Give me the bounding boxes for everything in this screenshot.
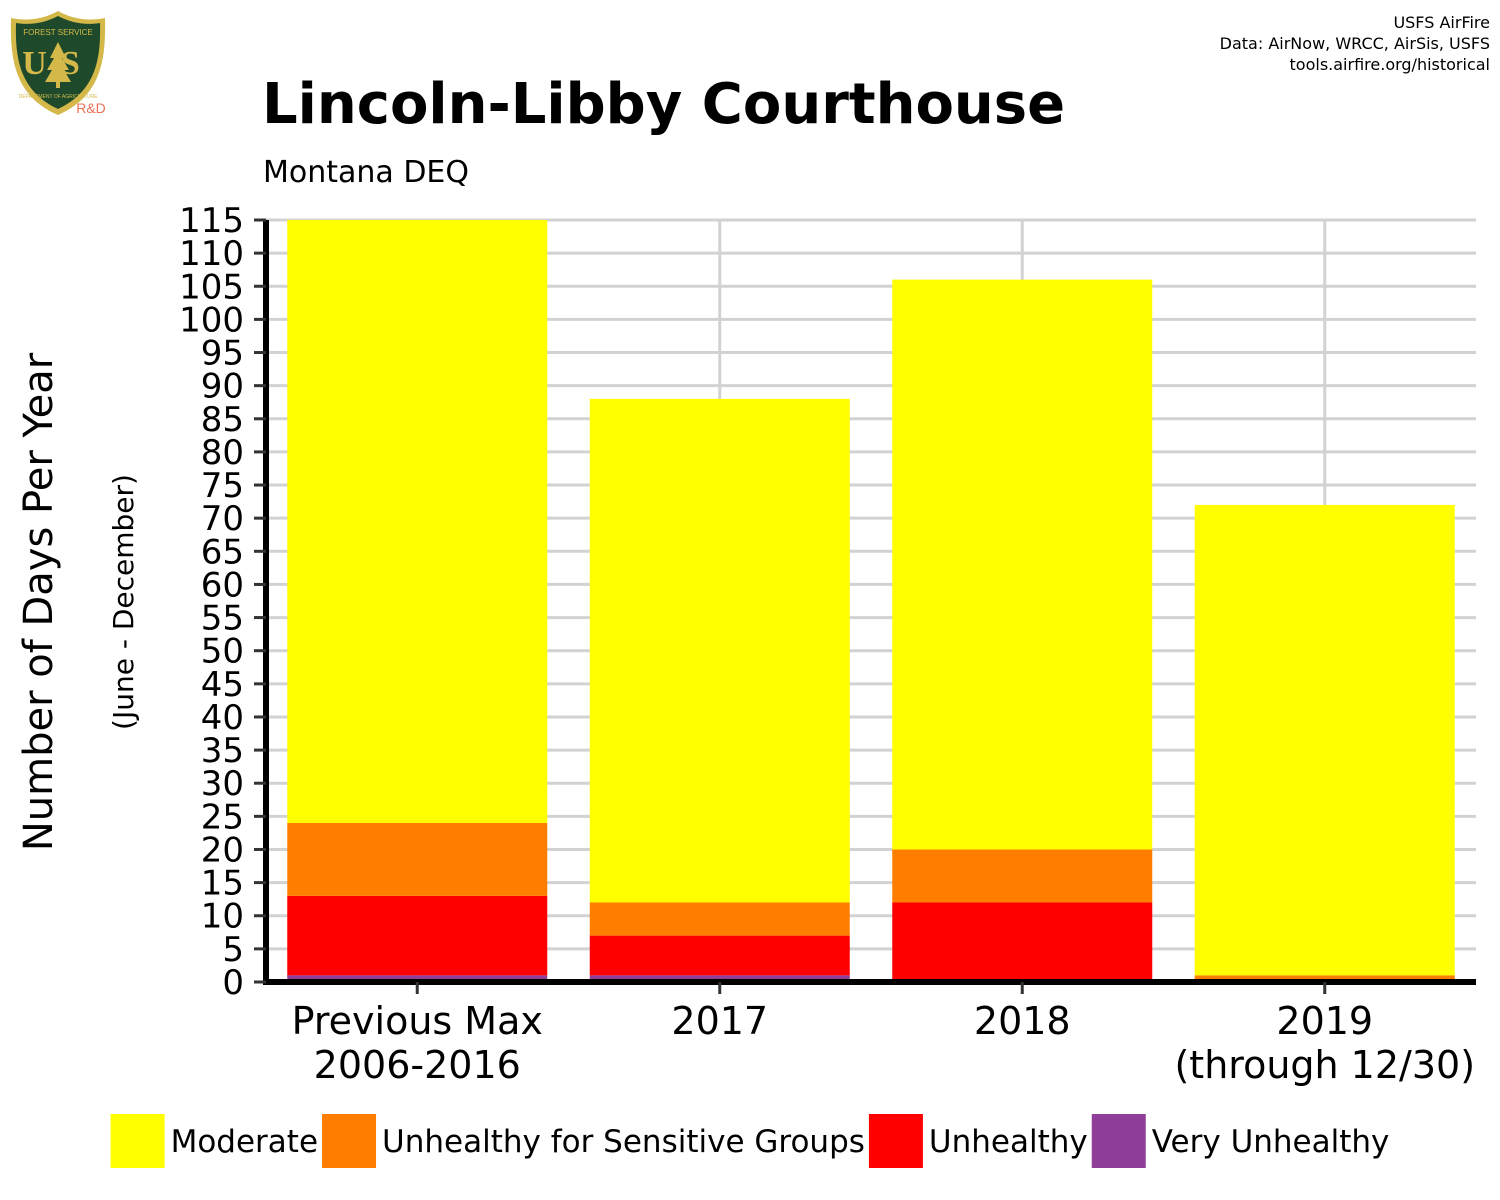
- credit-line: Data: AirNow, WRCC, AirSis, USFS: [1219, 34, 1490, 53]
- y-tick-label: 70: [201, 499, 244, 539]
- y-tick-labels: 0510152025303540455055606570758085909510…: [179, 201, 266, 1003]
- bar-segment-unhealthy-for-sensitive-groups: [1194, 975, 1455, 982]
- logo-badge-text: R&D: [76, 100, 106, 116]
- y-tick-label: 100: [179, 300, 244, 340]
- bar-segment-moderate: [589, 398, 850, 903]
- y-tick-label: 15: [201, 864, 244, 904]
- legend-label: Unhealthy for Sensitive Groups: [382, 1124, 865, 1160]
- legend-label: Very Unhealthy: [1152, 1124, 1390, 1160]
- y-tick-label: 115: [179, 201, 244, 241]
- bar-segment-very-unhealthy: [589, 975, 850, 982]
- y-tick-label: 45: [201, 665, 244, 705]
- x-tick-label: 2018: [974, 999, 1071, 1043]
- y-tick-label: 80: [201, 433, 244, 473]
- y-tick-label: 105: [179, 267, 244, 307]
- bar-segment-unhealthy: [287, 895, 548, 976]
- legend-swatch-unhealthy-for-sensitive-groups: [322, 1114, 377, 1168]
- y-tick-label: 65: [201, 532, 244, 572]
- logo-top-text: FOREST SERVICE: [23, 28, 93, 37]
- chart-title: Lincoln-Libby Courthouse: [262, 72, 1066, 137]
- bar-segment-unhealthy-for-sensitive-groups: [589, 902, 850, 936]
- bar-segment-unhealthy: [892, 902, 1153, 982]
- logo-bottom-text: DEPARTMENT OF AGRICULTURE: [19, 94, 98, 100]
- y-tick-label: 75: [201, 466, 244, 506]
- credits: USFS AirFire Data: AirNow, WRCC, AirSis,…: [1220, 12, 1490, 75]
- credit-line: USFS AirFire: [1393, 13, 1490, 32]
- logo-tree-icon: [45, 42, 71, 88]
- bar-segment-moderate: [287, 220, 548, 823]
- legend-swatch-very-unhealthy: [1091, 1114, 1146, 1168]
- y-tick-label: 110: [179, 234, 244, 274]
- y-axis-sublabel: (June - December): [107, 474, 140, 730]
- bar-segment-unhealthy-for-sensitive-groups: [892, 849, 1153, 903]
- axes: [263, 220, 1476, 985]
- y-tick-label: 25: [201, 797, 244, 837]
- bar-segment-moderate: [1194, 504, 1455, 976]
- y-tick-label: 90: [201, 367, 244, 407]
- legend-swatch-unhealthy: [868, 1114, 923, 1168]
- y-tick-label: 30: [201, 764, 244, 804]
- y-tick-label: 85: [201, 400, 244, 440]
- x-tick-label: Previous Max: [292, 999, 543, 1043]
- y-tick-label: 5: [222, 930, 244, 970]
- x-tick-label: 2006-2016: [314, 1043, 521, 1087]
- y-tick-label: 60: [201, 565, 244, 605]
- y-tick-label: 40: [201, 698, 244, 738]
- bar-segment-moderate: [892, 279, 1153, 850]
- y-tick-label: 10: [201, 897, 244, 937]
- bar-segment-unhealthy-for-sensitive-groups: [287, 822, 548, 896]
- legend-label: Moderate: [171, 1124, 318, 1160]
- x-tick-label: 2017: [671, 999, 768, 1043]
- chart-subtitle: Montana DEQ: [263, 155, 470, 190]
- y-tick-label: 35: [201, 731, 244, 771]
- bars: [287, 220, 1455, 982]
- y-tick-label: 0: [222, 963, 244, 1003]
- usfs-logo: FOREST SERVICE US DEPARTMENT OF AGRICULT…: [10, 11, 106, 116]
- bar-segment-very-unhealthy: [287, 975, 548, 982]
- x-tick-label: 2019: [1276, 999, 1373, 1043]
- credit-line: tools.airfire.org/historical: [1289, 55, 1490, 74]
- y-axis-label: Number of Days Per Year: [16, 352, 62, 851]
- y-tick-label: 50: [201, 632, 244, 672]
- bar-segment-unhealthy: [589, 935, 850, 976]
- legend: Moderate Unhealthy for Sensitive Groups Un…: [110, 1114, 1390, 1168]
- y-tick-label: 95: [201, 334, 244, 374]
- y-tick-label: 20: [201, 830, 244, 870]
- legend-swatch-moderate: [110, 1114, 165, 1168]
- x-tick-label: (through 12/30): [1174, 1043, 1475, 1087]
- y-tick-label: 55: [201, 599, 244, 639]
- legend-label: Unhealthy: [929, 1124, 1088, 1160]
